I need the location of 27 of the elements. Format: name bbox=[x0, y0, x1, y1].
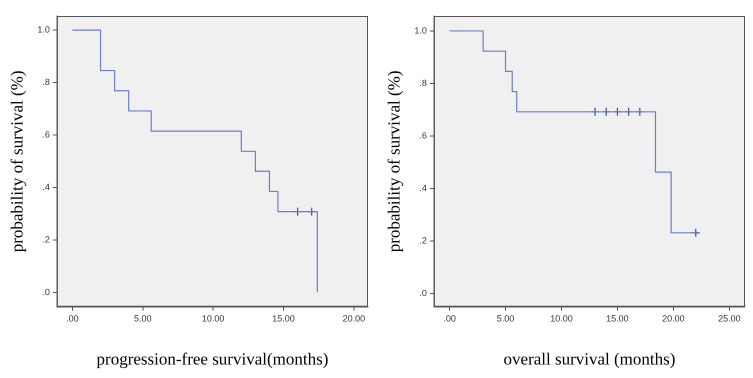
x-tick-label: 5.00 bbox=[134, 314, 152, 324]
x-tick-label: 15.00 bbox=[272, 314, 295, 324]
y-tick-label: .6 bbox=[42, 130, 50, 140]
x-tick-label: 20.00 bbox=[342, 314, 366, 324]
y-axis-title: probability of survival (%) bbox=[384, 70, 404, 252]
x-tick-label: 5.00 bbox=[496, 314, 514, 324]
x-tick-label: 25.00 bbox=[718, 314, 741, 324]
x-tick-label: 15.00 bbox=[606, 314, 629, 324]
x-tick-label: 10.00 bbox=[202, 314, 224, 324]
y-tick-label: .8 bbox=[42, 77, 50, 88]
y-tick-label: .2 bbox=[419, 235, 427, 246]
y-tick-label: 1.0 bbox=[37, 24, 50, 35]
y-tick-label: .8 bbox=[419, 78, 427, 88]
x-axis-title: overall survival (months) bbox=[504, 349, 676, 368]
x-tick-label: .00 bbox=[443, 314, 456, 324]
y-tick-label: 1.0 bbox=[414, 25, 427, 36]
x-tick-label: .00 bbox=[66, 314, 79, 324]
y-tick-label: .0 bbox=[419, 288, 427, 298]
x-tick-label: 20.00 bbox=[662, 314, 685, 324]
x-tick-label: 10.00 bbox=[550, 314, 573, 324]
y-tick-label: .4 bbox=[419, 182, 427, 193]
x-axis-title: progression-free survival(months) bbox=[96, 349, 328, 368]
y-tick-label: .4 bbox=[42, 182, 50, 192]
y-tick-label: .2 bbox=[42, 234, 50, 244]
y-axis-title: probability of survival (%) bbox=[8, 70, 27, 252]
y-tick-label: .6 bbox=[419, 130, 427, 140]
y-tick-label: .0 bbox=[42, 286, 50, 297]
